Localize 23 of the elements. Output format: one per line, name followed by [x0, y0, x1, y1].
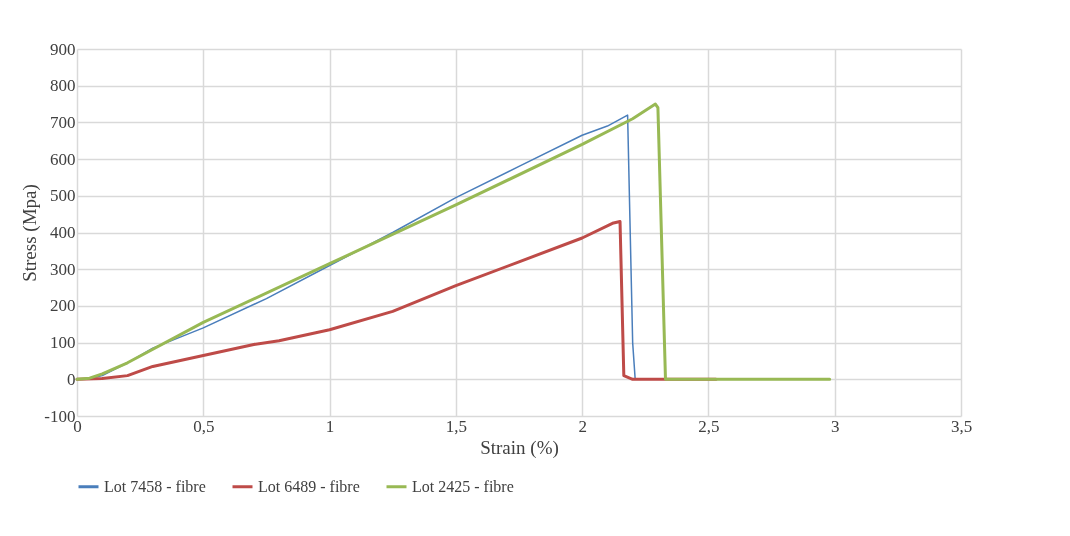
- y-tick-label: 300: [50, 259, 76, 279]
- x-tick-label: 3: [830, 416, 840, 436]
- x-axis-title: Strain (%): [480, 436, 559, 459]
- y-tick-label: 800: [50, 76, 76, 96]
- x-tick-label: 3,5: [950, 416, 973, 436]
- x-tick-label: 1,5: [445, 416, 467, 436]
- y-tick-label: 900: [50, 39, 76, 59]
- line-series: [75, 102, 832, 381]
- x-tick-label: 0,5: [193, 416, 215, 436]
- y-tick-label: 400: [50, 223, 76, 242]
- x-tick-label: 1: [325, 416, 335, 436]
- y-tick-label: 500: [50, 186, 76, 206]
- y-tick-label: 700: [50, 112, 76, 132]
- y-tick-label: 0: [67, 369, 76, 389]
- y-axis-title: Stress (Mpa): [19, 184, 42, 282]
- legend-label: Lot 6489 - fibre: [258, 477, 360, 495]
- legend-label: Lot 7458 - fibre: [104, 477, 206, 495]
- y-tick-label: 600: [50, 149, 76, 169]
- x-tick-label: 2,5: [698, 416, 720, 436]
- legend-label: Lot 2425 - fibre: [412, 477, 514, 495]
- x-tick-label: 2: [578, 416, 587, 436]
- y-tick-label: 200: [50, 296, 76, 316]
- y-tick-label: 100: [50, 333, 76, 353]
